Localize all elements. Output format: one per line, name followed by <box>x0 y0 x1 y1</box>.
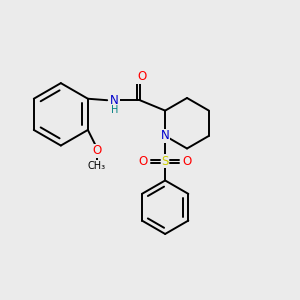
Text: N: N <box>110 94 119 107</box>
Text: O: O <box>92 144 101 157</box>
Text: CH₃: CH₃ <box>88 160 106 171</box>
Text: O: O <box>137 70 146 83</box>
Text: N: N <box>161 129 170 142</box>
Text: O: O <box>138 154 148 168</box>
Text: O: O <box>183 154 192 168</box>
Text: H: H <box>111 105 118 115</box>
Text: S: S <box>161 154 169 168</box>
